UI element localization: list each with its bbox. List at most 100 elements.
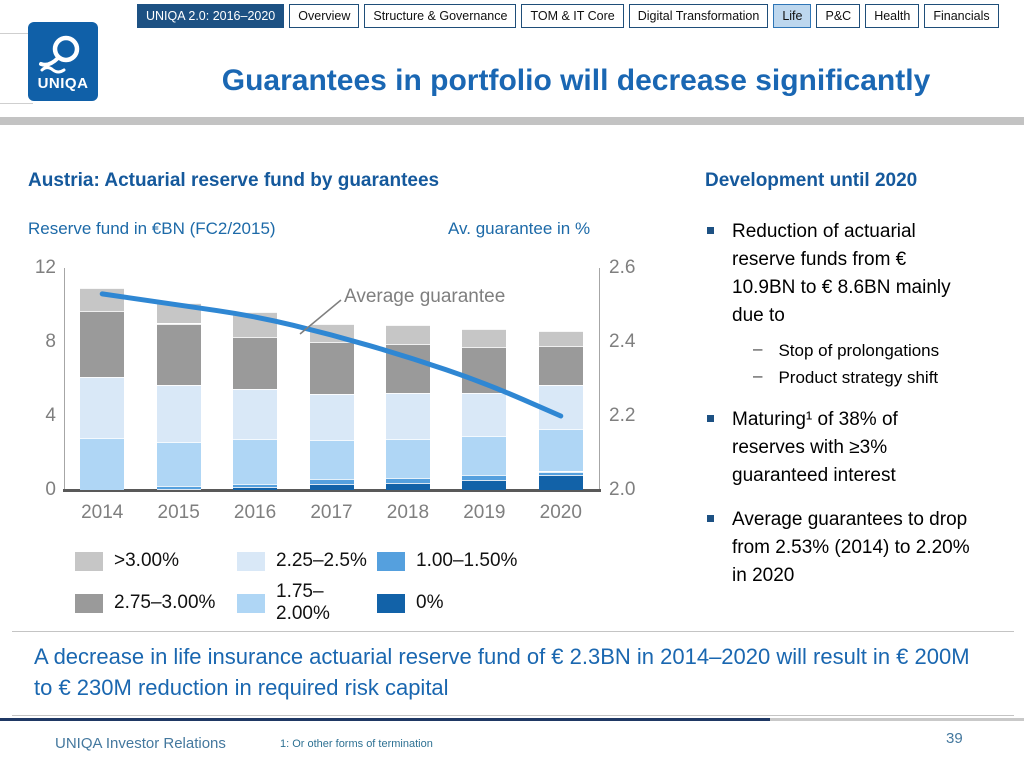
bar-segment <box>80 438 125 490</box>
bullet-text: Maturing¹ of 38% of reserves with ≥3% gu… <box>732 409 898 486</box>
legend-label: >3.00% <box>114 550 179 571</box>
legend-item: 1.75–2.00% <box>237 581 377 625</box>
bar-segment <box>385 392 430 440</box>
bar-segment <box>385 439 430 478</box>
title-divider <box>0 117 1024 125</box>
tab-pc[interactable]: P&C <box>816 4 861 28</box>
bar-segment <box>309 484 354 490</box>
legend-swatch <box>237 593 265 613</box>
bar-segment <box>462 329 507 347</box>
legend-label: 1.75–2.00% <box>276 581 330 624</box>
left-tick: 4 <box>45 405 56 426</box>
legend-item: 2.75–3.00% <box>75 581 237 625</box>
dash-icon: – <box>753 366 763 385</box>
bar-segment <box>156 486 201 490</box>
decor-line-bottom <box>0 103 33 104</box>
uniqa-swirl-icon <box>39 35 80 74</box>
bar-segment <box>233 483 278 488</box>
x-axis-line <box>63 489 601 492</box>
x-axis-label: 2018 <box>386 502 430 523</box>
right-tick: 2.6 <box>609 257 636 278</box>
right-axis-title: Av. guarantee in % <box>448 219 591 238</box>
bar-segment <box>156 441 201 487</box>
bar-segment <box>385 343 430 393</box>
x-axis-label: 2015 <box>157 502 200 523</box>
legend-label: 1.00–1.50% <box>416 550 518 571</box>
x-axis-label: 2017 <box>310 502 353 523</box>
left-tick: 0 <box>45 479 56 500</box>
bar-segment <box>309 342 354 394</box>
bar-segment <box>233 312 278 338</box>
bar-segment <box>385 325 430 344</box>
legend-label: 0% <box>416 592 444 613</box>
bar-segment <box>462 346 507 393</box>
tab-uniqa-2-0[interactable]: UNIQA 2.0: 2016–2020 <box>137 4 285 28</box>
sub-bullet-text: Stop of prolongations <box>778 341 940 360</box>
bar-segment <box>462 475 507 480</box>
page-number: 39 <box>946 730 963 747</box>
tab-digital-transformation[interactable]: Digital Transformation <box>628 4 769 28</box>
tab-health[interactable]: Health <box>865 4 920 28</box>
bullet-item: Average guarantees to drop from 2.53% (2… <box>705 506 1005 590</box>
bar-segment <box>80 310 125 378</box>
left-tick: 8 <box>45 331 56 352</box>
legend-swatch <box>75 551 103 571</box>
tab-life[interactable]: Life <box>773 4 812 28</box>
x-axis-label: 2020 <box>539 502 582 523</box>
bar-segment <box>462 479 507 490</box>
bar-segment <box>80 288 125 311</box>
legend-item: >3.00% <box>75 550 237 572</box>
bullet-item: Reduction of actuarial reserve funds fro… <box>705 218 1005 330</box>
panel-heading: Development until 2020 <box>705 170 918 191</box>
bar-segment <box>233 439 278 484</box>
bar-segment <box>309 478 354 485</box>
bar-segment <box>233 487 278 490</box>
dash-icon: – <box>753 339 763 358</box>
right-tick: 2.0 <box>609 479 636 500</box>
line-series-label: Average guarantee <box>344 286 506 307</box>
legend-item: 0% <box>377 581 547 625</box>
bar-segment <box>538 475 583 490</box>
bar-segment <box>538 471 583 476</box>
logo-wordmark: UNIQA <box>37 75 89 92</box>
tab-tom-it-core[interactable]: TOM & IT Core <box>521 4 624 28</box>
bullet-text: Average guarantees to drop from 2.53% (2… <box>732 509 970 586</box>
bar-segment <box>538 428 583 472</box>
tab-financials[interactable]: Financials <box>924 4 999 28</box>
bar-segment <box>462 436 507 476</box>
sub-bullet-item: – Product strategy shift <box>753 366 1005 390</box>
legend-item: 2.25–2.5% <box>237 550 377 572</box>
top-tab-bar: UNIQA 2.0: 2016–2020 Overview Structure … <box>137 4 999 28</box>
legend-swatch <box>377 593 405 613</box>
x-axis-label: 2014 <box>81 502 124 523</box>
bar-segment <box>309 440 354 479</box>
bullet-text: Reduction of actuarial reserve funds fro… <box>732 221 951 326</box>
left-axis-title: Reserve fund in €BN (FC2/2015) <box>28 219 276 238</box>
right-tick: 2.2 <box>609 405 636 426</box>
sub-bullet-item: – Stop of prolongations <box>753 339 1005 363</box>
legend-label: 2.25–2.5% <box>276 550 367 571</box>
bar-segment <box>385 482 430 490</box>
chart-legend: >3.00% 2.25–2.5% 1.00–1.50% 2.75–3.00% 1.75–… <box>75 550 547 625</box>
legend-swatch <box>75 593 103 613</box>
stacked-bar-chart: Average guarantee 12 8 4 0 2.6 2.4 2.2 2.0 201… <box>0 240 660 540</box>
left-tick: 12 <box>34 257 56 278</box>
tab-structure-governance[interactable]: Structure & Governance <box>364 4 517 28</box>
footer-divider-light <box>770 718 1024 721</box>
bar-segment <box>538 330 583 346</box>
x-axis-label: 2016 <box>233 502 277 523</box>
bar-segment <box>538 384 583 429</box>
bar-segment <box>156 323 201 385</box>
legend-label: 2.75–3.00% <box>114 592 216 613</box>
bullet-item: Maturing¹ of 38% of reserves with ≥3% gu… <box>705 406 1005 490</box>
key-message: A decrease in life insurance actuarial r… <box>12 631 1014 716</box>
legend-item: 1.00–1.50% <box>377 550 547 572</box>
bar-segment <box>385 477 430 483</box>
sub-bullet-text: Product strategy shift <box>778 368 939 387</box>
decor-line-top <box>0 33 28 34</box>
tab-overview[interactable]: Overview <box>289 4 360 28</box>
bar-segment <box>309 393 354 441</box>
bullet-square-icon <box>707 227 714 234</box>
bar-segment <box>309 323 354 342</box>
